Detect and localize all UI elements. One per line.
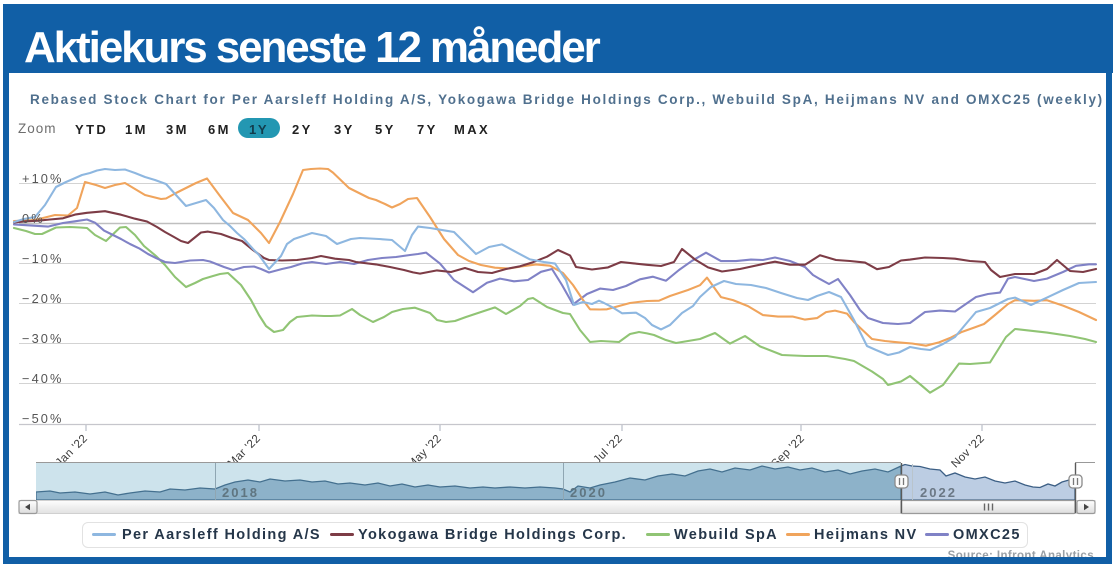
- svg-text:Jul '22: Jul '22: [591, 433, 625, 467]
- svg-text:Nov '22: Nov '22: [949, 433, 987, 471]
